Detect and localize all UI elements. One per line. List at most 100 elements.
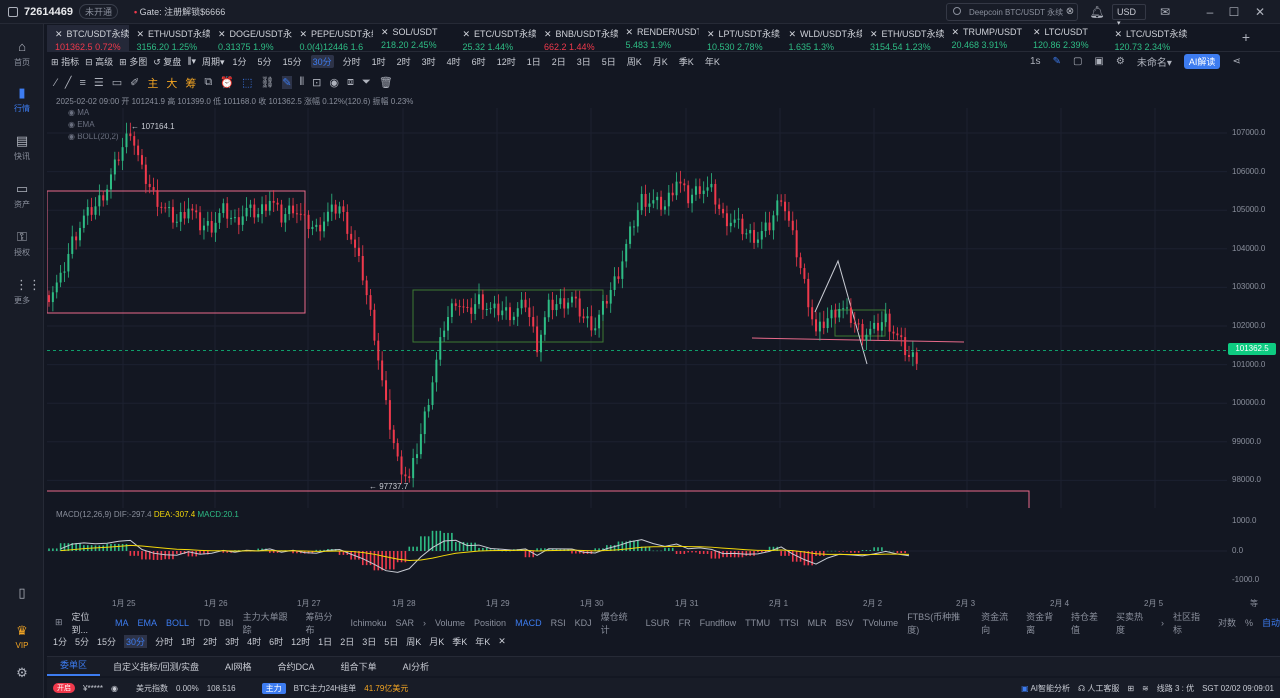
- close-icon[interactable]: ✕: [788, 29, 797, 39]
- currency-select[interactable]: USD ▾: [1112, 4, 1146, 27]
- symbol-tab[interactable]: ✕ BTC/USDT永续 101362.5 0.72%: [47, 25, 129, 52]
- main-indicator-button[interactable]: 主: [147, 77, 159, 90]
- line-status[interactable]: 线路 3 : 优: [1156, 683, 1195, 693]
- indicator-sub-option[interactable]: TTMU: [745, 617, 771, 628]
- symbol-tab[interactable]: ✕ ETH/USDT永续 3156.20 1.25%: [129, 25, 211, 52]
- bottom-tab[interactable]: 自定义指标/回测/实盘: [113, 662, 200, 672]
- indicator-sub-option[interactable]: RSI: [550, 617, 566, 628]
- indicator-sub-option[interactable]: 买卖热度: [1116, 611, 1144, 635]
- indicator-sub-option[interactable]: MLR: [807, 617, 827, 628]
- sidebar-item-assets[interactable]: ▭ 资产: [0, 182, 44, 210]
- eye-icon[interactable]: ◉: [329, 77, 339, 89]
- interval-option[interactable]: 2时: [396, 57, 411, 67]
- symbol-tab[interactable]: ✕DOGE/USDT永续 0.31375 1.9%: [210, 25, 292, 52]
- interval-option[interactable]: 2日: [340, 637, 355, 647]
- interval-option[interactable]: 5日: [601, 57, 616, 67]
- drawn-line[interactable]: [47, 490, 1030, 508]
- bottom-tab[interactable]: AI分析: [402, 662, 430, 672]
- interval-option[interactable]: 年K: [475, 637, 491, 647]
- interval-option[interactable]: 1日: [318, 637, 333, 647]
- overlay-boll[interactable]: ◉ BOLL(20,2): [68, 132, 119, 141]
- close-icon[interactable]: ✕: [1114, 29, 1123, 39]
- interval-option[interactable]: 12时: [496, 57, 516, 67]
- symbol-tab[interactable]: ✕PEPE/USDT永续 0.0(4)12446 1.6: [292, 25, 374, 52]
- search-clear-icon[interactable]: ⊗: [1065, 6, 1075, 17]
- trend-line[interactable]: [751, 337, 965, 343]
- indicator-sub-option[interactable]: Volume: [435, 617, 466, 628]
- interval-option[interactable]: 月K: [429, 637, 445, 647]
- close-icon[interactable]: ✕: [870, 29, 878, 39]
- interval-option[interactable]: 5分: [257, 57, 272, 67]
- gear-icon[interactable]: ⚙: [1115, 56, 1125, 67]
- alert-icon[interactable]: ⏰: [220, 77, 234, 89]
- trend-line-icon[interactable]: ⁄: [55, 76, 57, 89]
- symbol-tab[interactable]: ✕ LTC/USDT 120.86 2.39%: [1025, 25, 1107, 52]
- symbol-tab[interactable]: ✕ LPT/USDT永续 10.530 2.78%: [699, 25, 781, 52]
- interval-option[interactable]: 6时: [471, 57, 486, 67]
- chevron-right-icon[interactable]: ›: [1160, 617, 1164, 628]
- bell-icon[interactable]: 🔔︎: [1089, 5, 1105, 19]
- indicator-right-option[interactable]: %: [1244, 617, 1253, 628]
- advanced-button[interactable]: ⊟ 高级: [85, 55, 113, 68]
- interval-option[interactable]: 2时: [203, 637, 218, 647]
- indicator-right-option[interactable]: 对数: [1217, 618, 1236, 628]
- ai-analyze-button[interactable]: AI解读: [1183, 54, 1221, 69]
- indicator-main-option[interactable]: MA: [115, 617, 129, 628]
- chips-button[interactable]: 筹: [185, 77, 197, 90]
- ai-monitor-button[interactable]: ▣ AI智能分析: [1021, 683, 1070, 694]
- add-tab-icon[interactable]: +: [1241, 29, 1250, 45]
- indicator-sub-option[interactable]: Fundflow: [699, 617, 737, 628]
- close-icon[interactable]: ✕: [1254, 5, 1266, 19]
- interval-option[interactable]: 分时: [342, 57, 361, 67]
- filter-icon[interactable]: ⏷: [362, 76, 371, 88]
- indicator-main-option[interactable]: 主力大单跟踪: [242, 611, 288, 635]
- draw-active-icon[interactable]: ✎: [282, 76, 292, 89]
- minimize-icon[interactable]: –: [1206, 5, 1214, 19]
- lock-icon[interactable]: ⊡: [312, 77, 322, 89]
- service-button[interactable]: ☊ 人工客服: [1078, 683, 1119, 694]
- interval-option[interactable]: 5分: [75, 637, 90, 647]
- eye-icon[interactable]: ◉: [111, 683, 118, 693]
- overlay-ema[interactable]: ◉ EMA: [68, 120, 95, 129]
- grid-icon[interactable]: ⊞: [1127, 683, 1135, 693]
- symbol-tab[interactable]: ✕ TRUMP/USDT 20.468 3.91%: [944, 25, 1026, 52]
- layout-select[interactable]: 未命名▾: [1136, 58, 1172, 69]
- indicator-sub-option[interactable]: 持仓差值: [1071, 611, 1099, 635]
- account-info[interactable]: 72614469 未开通: [0, 4, 118, 19]
- interval-option[interactable]: 4时: [446, 57, 461, 67]
- share-icon[interactable]: ⋖: [1232, 56, 1241, 67]
- interval-option[interactable]: 30分: [124, 635, 148, 648]
- interval-option[interactable]: 1分: [53, 637, 68, 647]
- interval-option[interactable]: 1分: [232, 57, 247, 67]
- indicator-sub-option[interactable]: KDJ: [574, 617, 592, 628]
- brush-icon[interactable]: ✐: [130, 77, 140, 89]
- interval-option[interactable]: 4时: [247, 637, 262, 647]
- layers-icon[interactable]: ⧈: [347, 76, 354, 88]
- sidebar-item-market[interactable]: ▮ 行情: [0, 86, 44, 114]
- symbol-tab[interactable]: ✕ ETH/USDT永续 3154.54 1.23%: [862, 25, 944, 52]
- close-icon[interactable]: ✕: [951, 27, 960, 37]
- interval-option[interactable]: 6时: [269, 637, 284, 647]
- interval-option[interactable]: 1日: [526, 57, 541, 67]
- edit-icon[interactable]: ✎: [1052, 56, 1061, 67]
- macd-chart[interactable]: [47, 520, 1227, 592]
- candlestick-chart[interactable]: ← 107164.1 ← 97737.7: [47, 108, 1227, 508]
- multi-chart-button[interactable]: ⊞ 多图: [119, 55, 147, 68]
- account-badge[interactable]: 未开通: [78, 4, 118, 19]
- horizontal-lines-icon[interactable]: ≡: [79, 76, 86, 89]
- compare-icon[interactable]: ⧉: [204, 76, 213, 88]
- close-icon[interactable]: ✕: [707, 29, 715, 39]
- close-icon[interactable]: ✕: [625, 27, 634, 37]
- sidebar-item-settings[interactable]: ⚙: [0, 666, 44, 683]
- interval-option[interactable]: 月K: [652, 57, 668, 67]
- interval-option[interactable]: 3时: [421, 57, 436, 67]
- indicator-sub-option[interactable]: TVolume: [862, 617, 899, 628]
- rectangle-icon[interactable]: ▭: [111, 77, 123, 89]
- close-icon[interactable]: ✕: [381, 27, 389, 37]
- indicator-sub-option[interactable]: MACD: [515, 617, 542, 628]
- interval-option[interactable]: 季K: [452, 637, 468, 647]
- indicator-main-option[interactable]: Ichimoku: [350, 617, 387, 628]
- sidebar-item-mobile[interactable]: ▯: [0, 586, 44, 603]
- overlay-ma[interactable]: ◉ MA: [68, 108, 90, 117]
- interval-option[interactable]: 3日: [576, 57, 591, 67]
